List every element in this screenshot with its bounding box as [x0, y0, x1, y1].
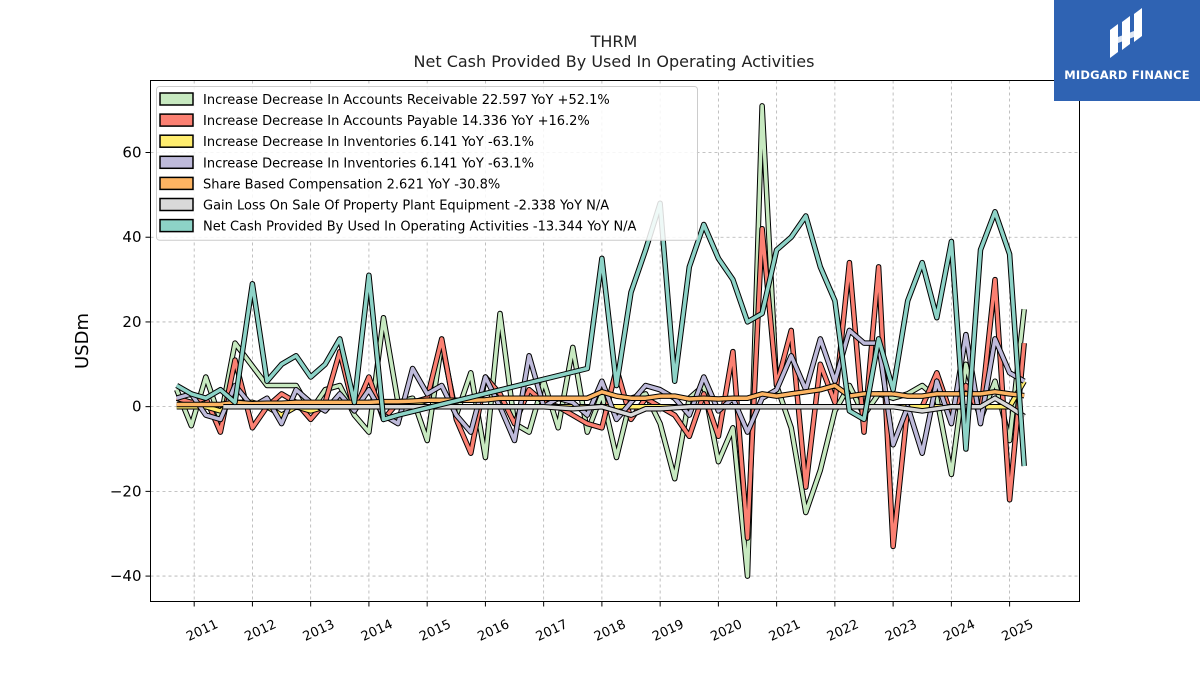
- x-tick-label: 2015: [417, 617, 453, 645]
- x-tick-label: 2021: [767, 617, 803, 645]
- legend-box: [156, 86, 698, 241]
- series-7: [175, 200, 1027, 467]
- y-tick-label: −20: [110, 482, 142, 500]
- y-tick-label: 0: [132, 398, 142, 416]
- x-tick-label: 2011: [184, 617, 220, 645]
- legend: Increase Decrease In Accounts Receivable…: [156, 86, 698, 241]
- x-tick-label: 2012: [242, 617, 278, 645]
- legend-swatch: [159, 218, 194, 233]
- x-tick-label: 2025: [1000, 617, 1036, 645]
- midgard-logo-icon: [1110, 8, 1142, 58]
- x-tick-label: 2020: [708, 617, 744, 645]
- legend-label: Increase Decrease In Inventories 6.141 Y…: [203, 156, 534, 171]
- legend-label: Increase Decrease In Accounts Receivable…: [203, 93, 610, 108]
- plot-frame: [150, 80, 1080, 602]
- legend-swatch: [159, 113, 194, 127]
- y-tick-label: 20: [122, 313, 141, 331]
- y-tick-label: 40: [122, 228, 141, 246]
- x-tick-label: 2013: [301, 617, 337, 645]
- series-5: [176, 382, 1025, 408]
- legend-label: Share Based Compensation 2.621 YoY -30.8…: [203, 177, 500, 192]
- x-tick-label: 2017: [534, 617, 570, 645]
- legend-label: Increase Decrease In Accounts Payable 14…: [203, 114, 590, 129]
- y-tick-label: 60: [122, 144, 141, 162]
- y-axis-label: USDm: [72, 313, 93, 369]
- x-tick-label: 2016: [475, 617, 511, 645]
- x-tick-label: 2018: [592, 617, 628, 645]
- legend-label: Net Cash Provided By Used In Operating A…: [203, 220, 637, 235]
- x-tick-label: 2024: [941, 617, 977, 645]
- series-layer: [174, 103, 1027, 579]
- x-tick-label: 2014: [359, 617, 395, 645]
- chart-title: THRM: [590, 32, 638, 51]
- legend-swatch: [159, 176, 194, 191]
- legend-swatch: [159, 92, 194, 106]
- y-axis: −40 −20 0 20 40 60: [110, 144, 151, 585]
- legend-swatch: [159, 155, 194, 170]
- x-tick-label: 2022: [825, 617, 861, 645]
- series-6: [223, 395, 1026, 419]
- legend-swatch: [159, 197, 194, 212]
- series-6-line: [223, 396, 1026, 418]
- series-7-line: [175, 201, 1026, 467]
- x-axis: 2011 2012 2013 2014 2015 2016 2017 2018 2019 2020…: [184, 601, 1036, 645]
- x-tick-label: 2019: [650, 617, 686, 645]
- legend-label: Increase Decrease In Inventories 6.141 Y…: [203, 135, 534, 150]
- y-tick-label: −40: [110, 567, 142, 585]
- midgard-finance-logo: MIDGARD FINANCE: [1054, 0, 1200, 101]
- series-5-line: [176, 383, 1025, 407]
- legend-swatch: [159, 134, 194, 148]
- x-tick-label: 2023: [883, 617, 919, 645]
- logo-text: MIDGARD FINANCE: [1064, 68, 1190, 82]
- chart-subtitle: Net Cash Provided By Used In Operating A…: [414, 52, 815, 71]
- legend-label: Gain Loss On Sale Of Property Plant Equi…: [203, 199, 609, 214]
